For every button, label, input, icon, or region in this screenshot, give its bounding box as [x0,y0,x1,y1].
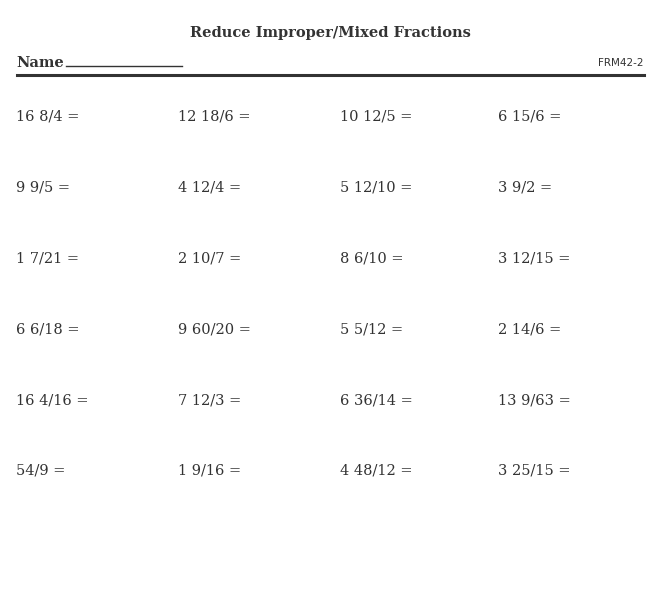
Text: 5 5/12 =: 5 5/12 = [340,322,403,337]
Text: 12 18/6 =: 12 18/6 = [178,110,251,124]
Text: 3 9/2 =: 3 9/2 = [498,181,552,195]
Text: 9 60/20 =: 9 60/20 = [178,322,251,337]
Text: 13 9/63 =: 13 9/63 = [498,393,571,407]
Text: 3 12/15 =: 3 12/15 = [498,251,571,266]
Text: 6 6/18 =: 6 6/18 = [16,322,80,337]
Text: 4 48/12 =: 4 48/12 = [340,464,412,478]
Text: 10 12/5 =: 10 12/5 = [340,110,412,124]
Text: 2 10/7 =: 2 10/7 = [178,251,242,266]
Text: 54/9 =: 54/9 = [16,464,66,478]
Text: 6 15/6 =: 6 15/6 = [498,110,562,124]
Text: 7 12/3 =: 7 12/3 = [178,393,242,407]
Text: 3 25/15 =: 3 25/15 = [498,464,571,478]
Text: 1 7/21 =: 1 7/21 = [16,251,79,266]
Text: Reduce Improper/Mixed Fractions: Reduce Improper/Mixed Fractions [189,26,471,40]
Text: 6 36/14 =: 6 36/14 = [340,393,412,407]
Text: FRM42-2: FRM42-2 [598,58,644,68]
Text: 5 12/10 =: 5 12/10 = [340,181,412,195]
Text: 8 6/10 =: 8 6/10 = [340,251,403,266]
Text: 2 14/6 =: 2 14/6 = [498,322,562,337]
Text: Name: Name [16,56,64,70]
Text: 9 9/5 =: 9 9/5 = [16,181,71,195]
Text: 16 4/16 =: 16 4/16 = [16,393,89,407]
Text: 16 8/4 =: 16 8/4 = [16,110,80,124]
Text: 4 12/4 =: 4 12/4 = [178,181,242,195]
Text: 1 9/16 =: 1 9/16 = [178,464,242,478]
